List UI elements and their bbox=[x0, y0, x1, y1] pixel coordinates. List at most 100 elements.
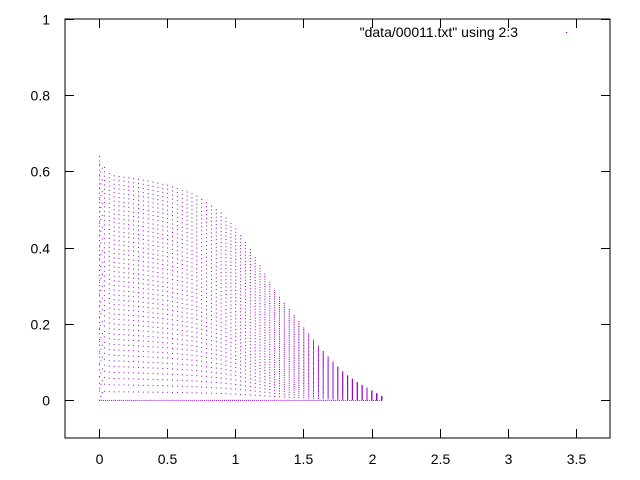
data-point bbox=[108, 198, 110, 200]
data-point bbox=[274, 314, 276, 316]
data-point bbox=[220, 330, 222, 332]
data-point bbox=[181, 374, 183, 376]
data-point bbox=[317, 346, 319, 348]
data-point bbox=[108, 327, 110, 329]
data-point bbox=[230, 240, 232, 242]
data-point bbox=[99, 220, 101, 222]
data-point bbox=[108, 283, 110, 285]
data-point bbox=[347, 384, 349, 386]
data-point bbox=[225, 301, 227, 303]
data-point bbox=[293, 315, 295, 317]
data-point bbox=[322, 371, 324, 373]
data-point bbox=[210, 213, 212, 215]
data-point bbox=[103, 315, 105, 317]
data-point bbox=[215, 239, 217, 241]
data-point bbox=[283, 350, 285, 352]
data-point bbox=[279, 393, 280, 395]
data-point bbox=[157, 327, 159, 328]
data-point bbox=[332, 369, 334, 371]
data-point bbox=[133, 399, 135, 401]
data-point bbox=[191, 266, 193, 268]
data-point bbox=[123, 314, 125, 316]
data-point bbox=[298, 369, 300, 371]
data-point bbox=[196, 314, 198, 316]
data-point bbox=[99, 206, 101, 208]
data-point bbox=[240, 338, 242, 340]
data-point bbox=[303, 369, 305, 370]
data-point bbox=[332, 371, 334, 373]
data-point bbox=[351, 398, 353, 400]
data-point bbox=[157, 341, 159, 343]
data-point bbox=[113, 333, 115, 335]
data-point bbox=[322, 367, 324, 368]
data-point bbox=[133, 186, 135, 188]
data-point bbox=[138, 355, 139, 357]
data-point bbox=[101, 274, 103, 275]
data-point bbox=[196, 195, 198, 197]
data-point bbox=[101, 203, 103, 205]
data-point bbox=[303, 328, 305, 330]
data-point bbox=[230, 341, 232, 343]
data-point bbox=[244, 276, 246, 278]
data-point bbox=[288, 310, 290, 312]
data-point bbox=[142, 297, 144, 299]
data-point bbox=[128, 360, 130, 362]
data-point bbox=[103, 275, 105, 277]
data-point bbox=[322, 353, 324, 354]
data-point bbox=[254, 366, 256, 368]
data-point bbox=[176, 250, 178, 252]
data-point bbox=[220, 245, 222, 247]
data-point bbox=[337, 394, 339, 396]
data-point bbox=[99, 340, 101, 342]
data-point bbox=[274, 316, 276, 318]
data-point bbox=[186, 282, 188, 284]
data-point bbox=[298, 348, 300, 350]
data-point bbox=[288, 316, 290, 318]
data-point bbox=[220, 393, 222, 394]
data-point bbox=[279, 307, 280, 309]
legend-entry-label: "data/00011.txt" using 2:3 bbox=[360, 24, 519, 40]
data-point bbox=[108, 302, 110, 304]
data-point bbox=[186, 349, 188, 351]
data-point bbox=[269, 312, 271, 314]
data-point bbox=[157, 280, 159, 282]
data-point bbox=[128, 372, 130, 374]
data-point bbox=[244, 344, 246, 346]
data-point bbox=[240, 294, 242, 296]
data-point bbox=[201, 230, 203, 232]
data-point bbox=[181, 399, 183, 401]
data-point bbox=[283, 338, 285, 340]
data-point bbox=[103, 171, 105, 173]
data-point bbox=[167, 309, 169, 311]
data-point bbox=[162, 255, 164, 257]
data-point bbox=[318, 399, 320, 401]
data-point bbox=[293, 372, 295, 374]
data-point bbox=[342, 380, 344, 382]
data-point bbox=[283, 326, 285, 328]
data-point bbox=[152, 326, 154, 328]
data-point bbox=[369, 399, 370, 401]
data-point bbox=[206, 317, 207, 319]
data-point bbox=[254, 369, 256, 371]
data-point bbox=[317, 353, 319, 355]
data-point bbox=[327, 397, 329, 399]
data-point bbox=[322, 374, 324, 376]
data-point bbox=[269, 336, 271, 338]
data-point bbox=[157, 241, 159, 243]
data-point bbox=[123, 344, 125, 346]
data-point bbox=[99, 305, 101, 307]
data-point bbox=[138, 366, 139, 368]
data-point bbox=[118, 180, 120, 182]
data-point bbox=[249, 325, 251, 327]
data-point bbox=[269, 329, 271, 331]
data-point bbox=[133, 255, 135, 257]
data-point bbox=[181, 320, 183, 322]
data-point bbox=[269, 286, 271, 288]
data-point bbox=[99, 344, 101, 346]
data-point bbox=[249, 357, 251, 359]
data-point bbox=[147, 244, 149, 246]
data-point bbox=[191, 201, 193, 203]
data-point bbox=[113, 213, 115, 215]
data-point bbox=[201, 316, 203, 317]
data-point bbox=[313, 351, 314, 353]
